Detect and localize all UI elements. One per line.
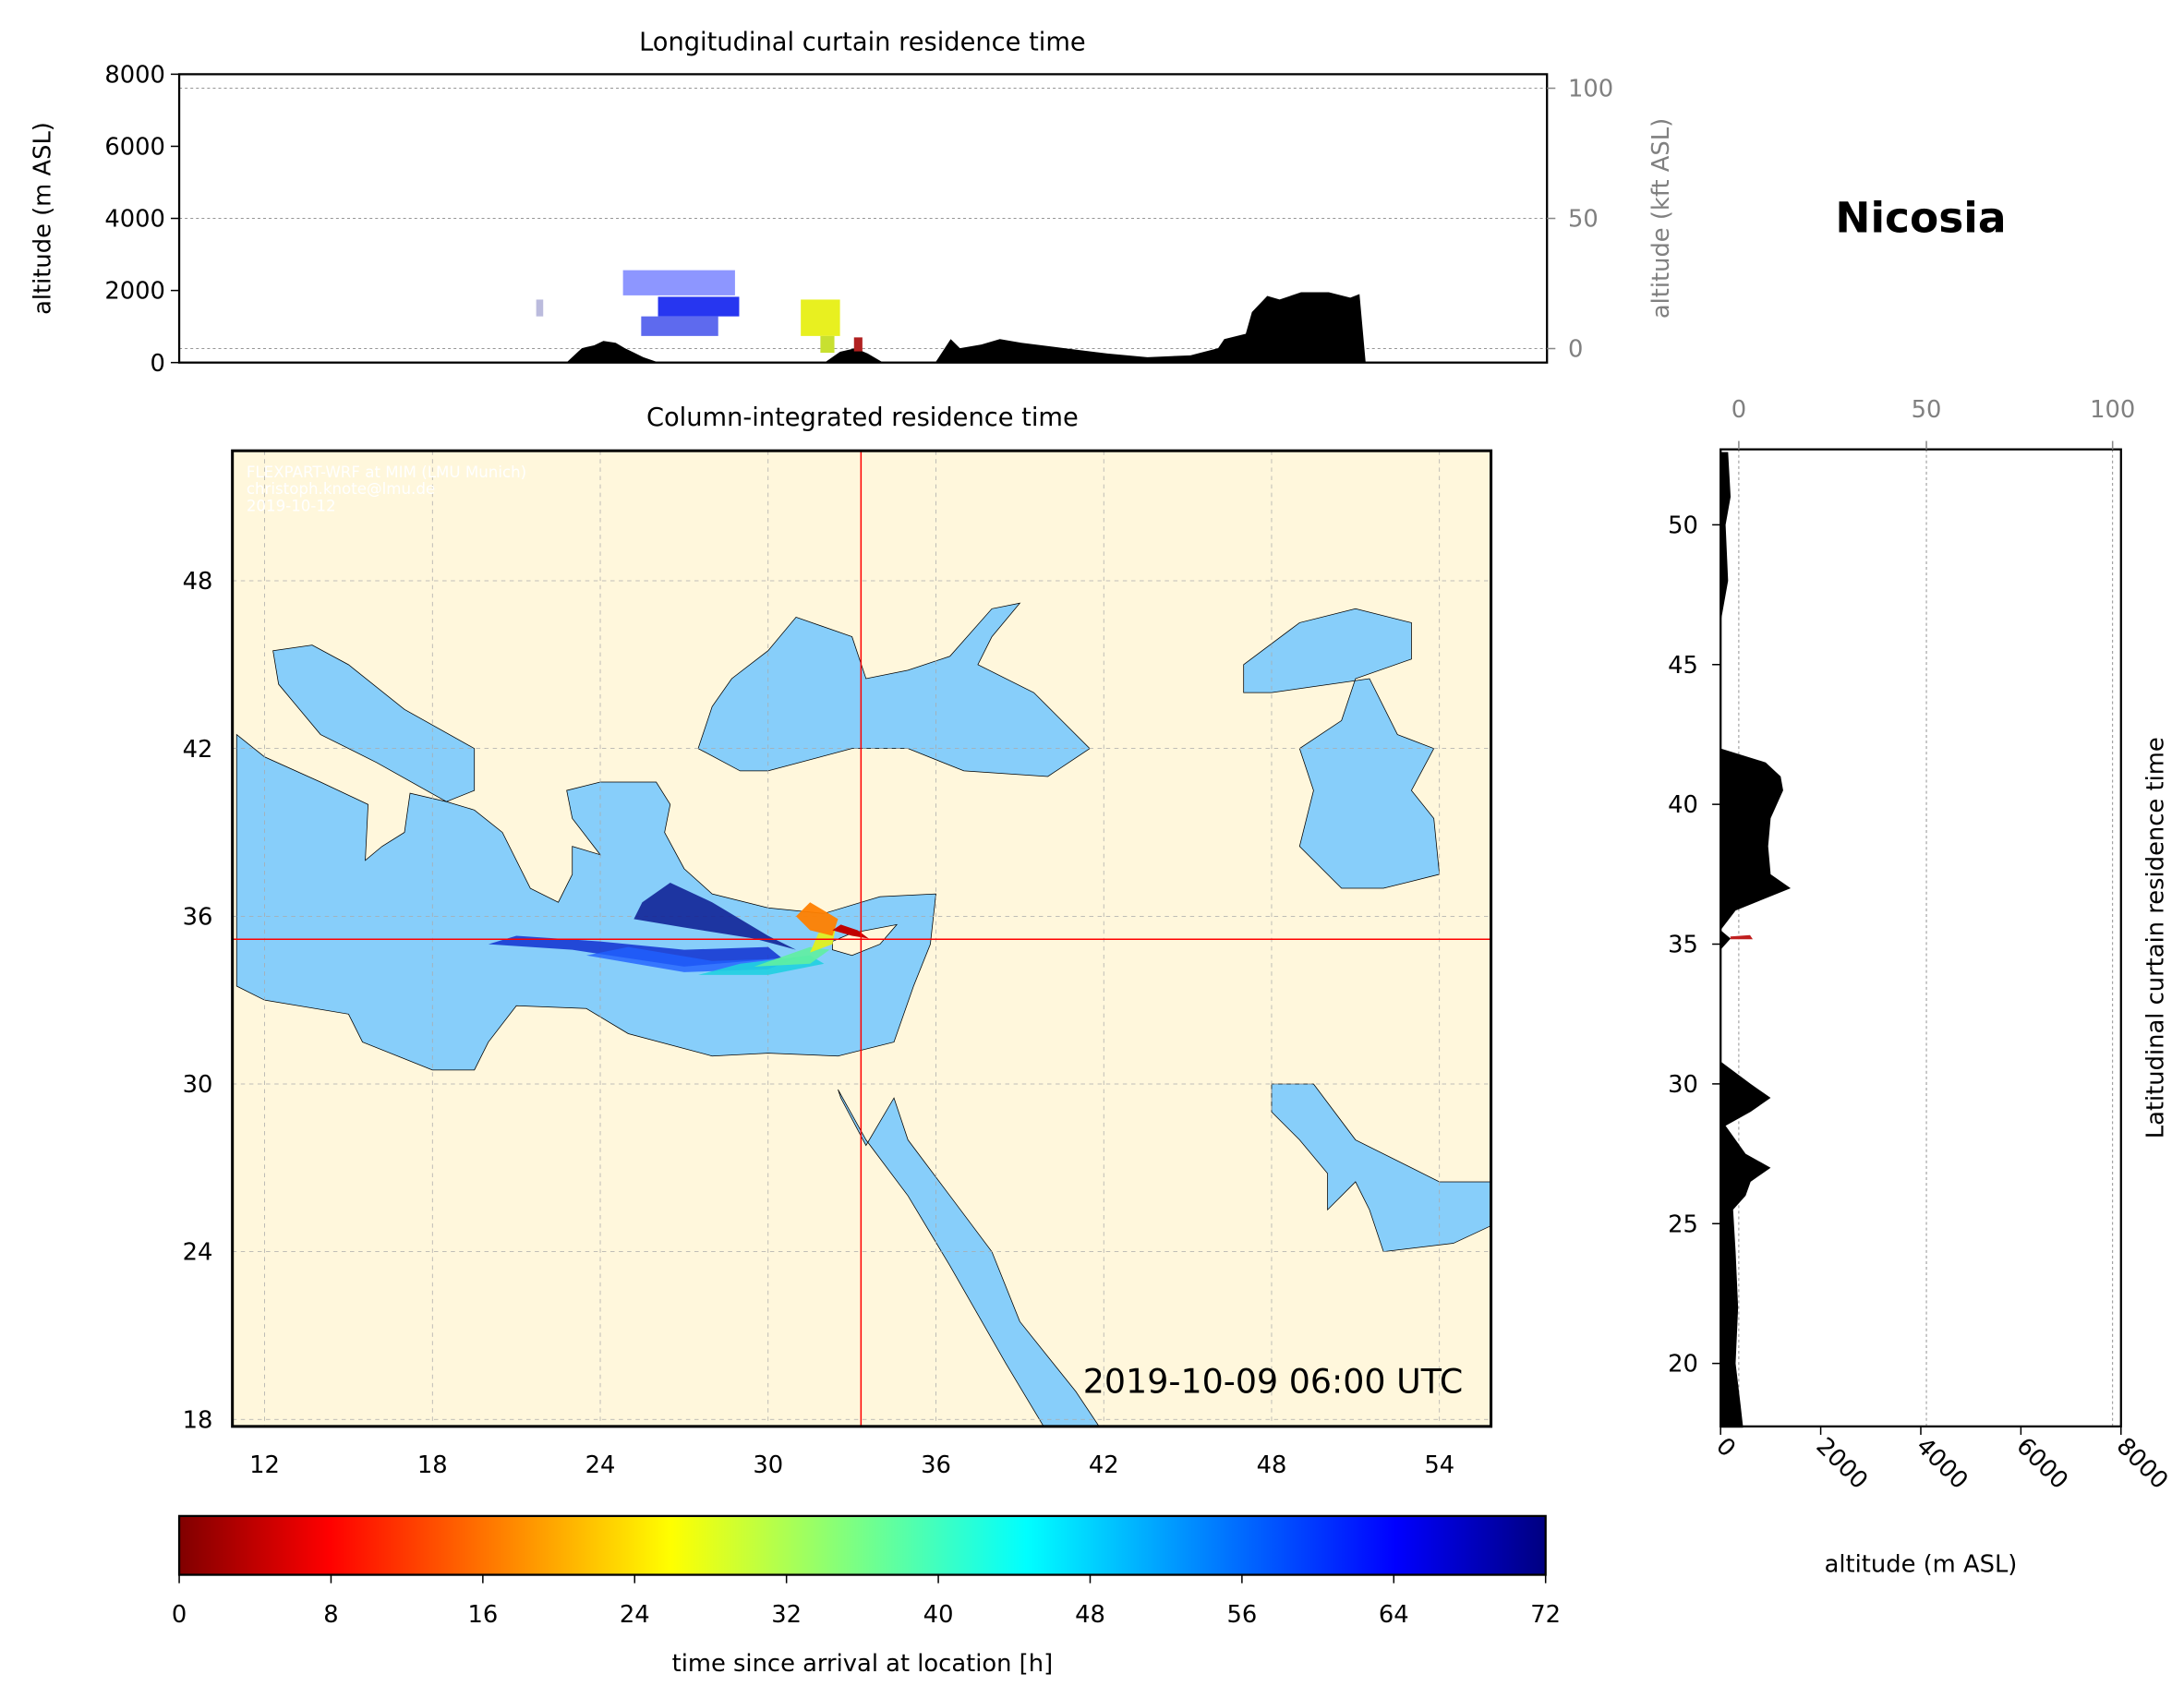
lat-tick-label: 36 <box>183 903 213 931</box>
right-y-tick-label: 0 <box>1568 336 1583 364</box>
lon-tick-label: 48 <box>1257 1451 1287 1479</box>
right-y-tick-label: 100 <box>1568 76 1613 103</box>
lon-tick-label: 24 <box>585 1451 616 1479</box>
y-tick-label: 6000 <box>104 134 165 162</box>
credit-line: FLEXPART-WRF at MIM (LMU Munich) <box>247 464 526 481</box>
lon-tick-label: 42 <box>1089 1451 1119 1479</box>
right-y-tick-label: 50 <box>1568 206 1599 234</box>
lat-tick-label: 30 <box>183 1071 213 1099</box>
x-tick-label: 0 <box>1710 1432 1741 1463</box>
map-frame <box>231 449 1493 1428</box>
lon-tick-label: 30 <box>753 1451 783 1479</box>
colorbar-tick-label: 48 <box>1075 1601 1105 1629</box>
timestamp: 2019-10-09 06:00 UTC <box>1083 1361 1463 1401</box>
colorbar-tick-label: 8 <box>323 1601 338 1629</box>
mediterranean-sea <box>235 733 936 1071</box>
residence-plume <box>796 902 839 936</box>
map-title: Column-integrated residence time <box>646 403 1079 432</box>
crosshair <box>232 451 1491 1427</box>
column-residence-map: Column-integrated residence time FLEXPAR… <box>183 403 1493 1479</box>
lat-tick-label: 24 <box>183 1239 213 1267</box>
credit-line: christoph.knote@lmu.de <box>247 480 435 498</box>
lon-tick-label: 18 <box>417 1451 448 1479</box>
x-tick-label: 2000 <box>1811 1432 1874 1495</box>
top-x-tick-label: 0 <box>1732 396 1746 424</box>
latitudinal-curtain-panel: 0 50 100 0 2000 4000 6000 8000 20 25 30 35 40 45 50 al… <box>1668 396 2173 1579</box>
longitudinal-curtain-panel: Longitudinal curtain residence time 0 200… <box>30 29 1676 378</box>
y-tick-label: 20 <box>1668 1351 1698 1379</box>
adriatic-sea <box>272 644 476 802</box>
colorbar-tick-label: 64 <box>1379 1601 1409 1629</box>
y-tick-label: 4000 <box>104 206 165 234</box>
terrain-profile-right <box>1720 452 1792 1428</box>
right-panel-title: Latitudinal curtain residence time <box>2142 737 2169 1138</box>
lon-tick-label: 54 <box>1424 1451 1454 1479</box>
y-tick-label: 50 <box>1668 512 1698 539</box>
y-tick-label: 0 <box>150 350 164 378</box>
y-tick-label: 35 <box>1668 932 1698 959</box>
colorbar-tick-label: 16 <box>467 1601 498 1629</box>
top-ylabel-right: altitude (kft ASL) <box>1647 118 1675 319</box>
right-xlabel: altitude (m ASL) <box>1825 1551 2018 1579</box>
colorbar: 0 8 16 24 32 40 48 56 64 72 time since arrival at… <box>172 1514 1561 1678</box>
credits: FLEXPART-WRF at MIM (LMU Munich) christo… <box>247 464 526 514</box>
y-tick-label: 40 <box>1668 791 1698 819</box>
colorbar-tick-label: 32 <box>771 1601 802 1629</box>
colorbar-label: time since arrival at location [h] <box>672 1650 1054 1678</box>
residence-blobs-top <box>536 270 863 354</box>
station-name: Nicosia <box>1835 194 2006 243</box>
red-sea <box>838 1089 1100 1427</box>
colorbar-tick-label: 40 <box>923 1601 954 1629</box>
y-tick-label: 2000 <box>104 278 165 306</box>
lat-tick-label: 42 <box>183 736 213 764</box>
top-ylabel: altitude (m ASL) <box>30 122 57 315</box>
y-tick-label: 8000 <box>104 61 165 89</box>
credit-line: 2019-10-12 <box>247 497 336 514</box>
y-tick-label: 30 <box>1668 1071 1698 1099</box>
right-panel-frame <box>1719 448 2122 1427</box>
residence-plume <box>832 924 869 939</box>
y-tick-label: 25 <box>1668 1210 1698 1238</box>
x-tick-label: 6000 <box>2010 1432 2073 1495</box>
top-x-tick-label: 50 <box>1912 396 1942 424</box>
colorbar-tick-label: 0 <box>172 1601 187 1629</box>
residence-plume <box>633 882 797 950</box>
lon-tick-label: 36 <box>921 1451 951 1479</box>
residence-plume <box>810 930 836 953</box>
x-tick-label: 8000 <box>2111 1432 2174 1495</box>
terrain-profile-top <box>566 292 1366 363</box>
lat-tick-label: 18 <box>183 1406 213 1434</box>
lat-tick-label: 48 <box>183 568 213 596</box>
residence-blob-right <box>1730 934 1754 940</box>
colorbar-tick-label: 24 <box>620 1601 650 1629</box>
colorbar-tick-label: 72 <box>1530 1601 1561 1629</box>
lon-tick-label: 12 <box>249 1451 280 1479</box>
y-tick-label: 45 <box>1668 652 1698 680</box>
x-tick-label: 4000 <box>1911 1432 1973 1495</box>
top-panel-title: Longitudinal curtain residence time <box>639 29 1086 57</box>
colorbar-tick-label: 56 <box>1226 1601 1257 1629</box>
top-x-tick-label: 100 <box>2090 396 2135 424</box>
